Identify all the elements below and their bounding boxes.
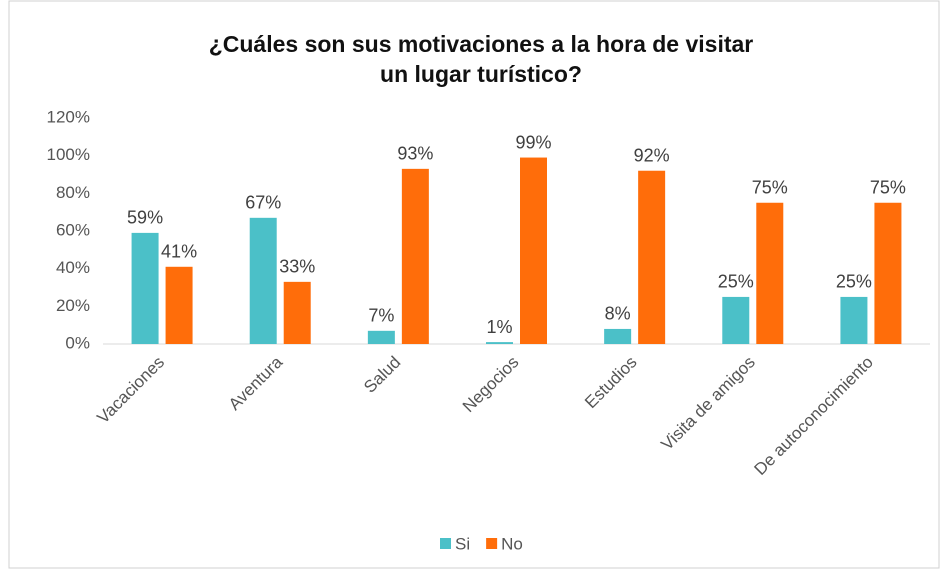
bar <box>283 281 311 344</box>
legend-swatch <box>486 538 498 549</box>
value-label: 41% <box>161 242 197 262</box>
legend-swatch <box>440 538 451 549</box>
chart-title: un lugar turístico? <box>380 61 582 87</box>
bar <box>756 202 784 344</box>
y-tick-label: 80% <box>56 183 90 202</box>
value-label: 93% <box>397 144 433 164</box>
bar <box>249 217 277 344</box>
y-tick-label: 120% <box>47 107 90 126</box>
value-label: 33% <box>279 257 315 277</box>
y-tick-label: 20% <box>56 296 90 315</box>
bar <box>874 202 902 344</box>
y-tick-label: 100% <box>47 145 90 164</box>
value-label: 25% <box>836 272 872 292</box>
value-label: 25% <box>718 272 754 292</box>
chart-title: ¿Cuáles son sus motivaciones a la hora d… <box>209 31 754 57</box>
value-label: 92% <box>634 145 670 165</box>
value-label: 75% <box>752 178 788 198</box>
y-tick-label: 60% <box>56 220 90 239</box>
bar <box>604 328 632 344</box>
bar <box>722 296 750 344</box>
value-label: 59% <box>127 208 163 228</box>
value-label: 99% <box>515 132 551 152</box>
bar <box>520 157 547 344</box>
bar <box>401 168 429 344</box>
y-tick-label: 0% <box>65 333 90 352</box>
chart-border <box>8 0 940 569</box>
value-label: 1% <box>486 317 512 337</box>
bar <box>840 296 868 344</box>
value-label: 75% <box>870 178 906 198</box>
y-tick-label: 40% <box>56 258 90 277</box>
bar <box>131 232 159 344</box>
bar <box>638 170 666 344</box>
bar <box>367 330 395 344</box>
value-label: 8% <box>605 304 631 324</box>
value-label: 67% <box>245 193 281 213</box>
value-label: 7% <box>368 306 394 326</box>
legend-label: No <box>501 534 523 553</box>
bar <box>486 342 513 344</box>
legend-label: Si <box>455 534 470 553</box>
bar <box>165 266 193 344</box>
